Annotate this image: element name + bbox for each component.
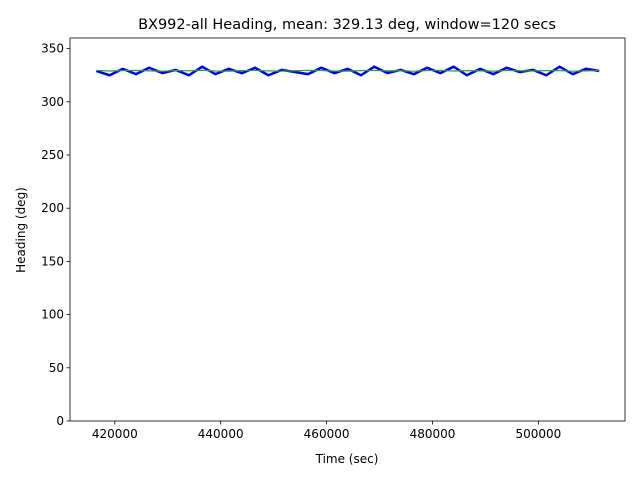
y-tick-label: 50 [49, 361, 64, 375]
y-tick-label: 200 [41, 201, 64, 215]
x-tick-label: 500000 [515, 427, 561, 441]
y-axis-label: Heading (deg) [14, 187, 28, 273]
y-tick-label: 350 [41, 42, 64, 56]
x-tick-label: 460000 [304, 427, 350, 441]
x-axis-label: Time (sec) [315, 452, 379, 466]
chart-title: BX992-all Heading, mean: 329.13 deg, win… [138, 17, 556, 33]
y-tick-label: 300 [41, 95, 64, 109]
x-tick-label: 420000 [92, 427, 138, 441]
y-tick-label: 250 [41, 148, 64, 162]
x-tick-label: 480000 [410, 427, 456, 441]
x-tick-label: 440000 [198, 427, 244, 441]
plot-frame [69, 37, 626, 422]
y-tick-label: 100 [41, 308, 64, 322]
y-tick-label: 150 [41, 254, 64, 268]
y-tick-label: 0 [56, 414, 64, 428]
data-line [96, 69, 600, 72]
